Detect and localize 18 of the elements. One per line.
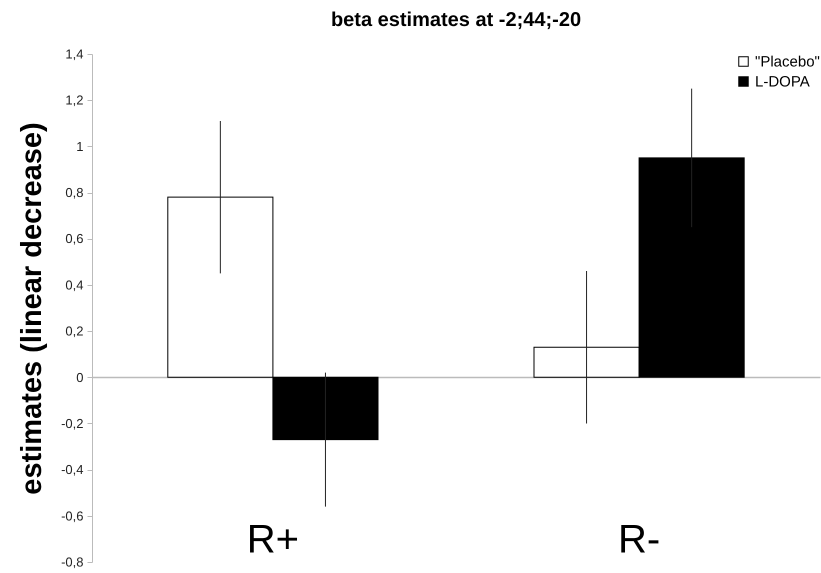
y-tick-label: 0	[76, 370, 84, 385]
y-tick-label: 0,6	[65, 231, 84, 246]
y-tick-label: 0,8	[65, 185, 84, 200]
y-tick-label: 1	[76, 138, 84, 154]
y-tick-label: -0,4	[61, 462, 84, 478]
y-tick-label: 0,4	[65, 277, 84, 292]
y-tick-label: -0,6	[61, 508, 84, 524]
y-tick-label: 0,2	[65, 324, 84, 339]
y-tick-label: 1,4	[65, 46, 84, 62]
y-tick-label: 1,2	[65, 92, 84, 108]
x-tick-label: R-	[618, 518, 660, 562]
y-axis-title: estimates (linear decrease)	[16, 122, 48, 495]
legend-label: L-DOPA	[755, 74, 810, 90]
y-tick-label: -0,2	[61, 416, 84, 431]
chart-title: beta estimates at -2;44;-20	[330, 9, 582, 31]
x-tick-label: R+	[246, 518, 300, 562]
legend-label: "Placebo"	[755, 54, 820, 70]
y-tick-label: -0,8	[61, 554, 84, 570]
